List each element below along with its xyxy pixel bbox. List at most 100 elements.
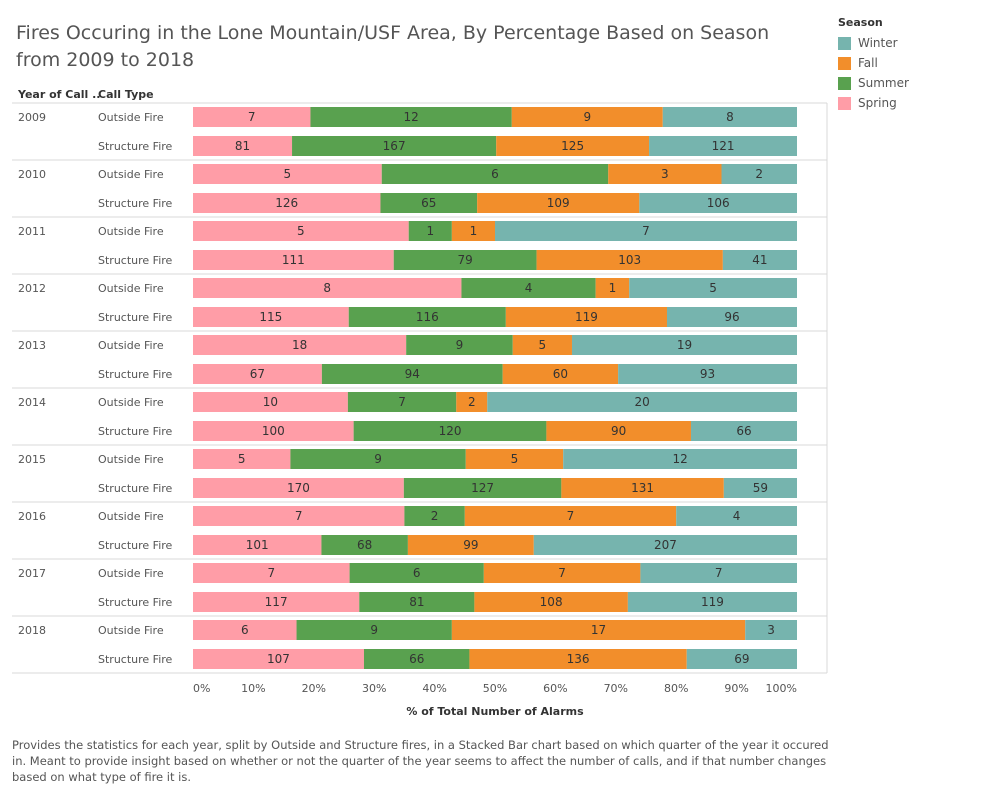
legend-label: Winter [858,36,898,50]
bar-segment-fall[interactable] [477,193,640,213]
bar-segment-fall[interactable] [608,164,722,184]
bar-segment-spring[interactable] [193,278,462,298]
bar-segment-winter[interactable] [690,421,797,441]
bar-segment-summer[interactable] [359,592,475,612]
bar-segment-fall[interactable] [536,250,723,270]
bar-value-label: 8 [323,281,331,295]
bar-value-label: 5 [238,452,246,466]
bar-segment-summer[interactable] [408,221,452,241]
bar-segment-winter[interactable] [639,193,797,213]
bar-segment-fall[interactable] [561,478,724,498]
bar-segment-fall[interactable] [546,421,691,441]
bar-segment-winter[interactable] [533,535,797,555]
bar-value-label: 5 [284,167,292,181]
bar-segment-winter[interactable] [563,449,797,469]
bar-segment-fall[interactable] [505,307,667,327]
bar-segment-summer[interactable] [381,164,609,184]
bar-segment-fall[interactable] [595,278,630,298]
bar-segment-fall[interactable] [496,136,650,156]
bar-segment-winter[interactable] [627,592,797,612]
bar-segment-fall[interactable] [451,620,746,640]
bar-segment-fall[interactable] [464,506,677,526]
call-type-column-header[interactable]: Call Type [98,88,154,101]
bar-segment-spring[interactable] [193,250,394,270]
bar-value-label: 20 [634,395,649,409]
bar-segment-spring[interactable] [193,307,349,327]
bar-segment-spring[interactable] [193,592,360,612]
bar-value-label: 2 [468,395,476,409]
bar-segment-spring[interactable] [193,335,407,355]
bar-segment-spring[interactable] [193,193,381,213]
bar-value-label: 65 [421,196,436,210]
bar-value-label: 121 [712,139,735,153]
bar-segment-spring[interactable] [193,563,350,583]
bar-segment-summer[interactable] [290,449,466,469]
bar-segment-spring[interactable] [193,478,404,498]
bar-segment-winter[interactable] [745,620,797,640]
bar-segment-winter[interactable] [640,563,797,583]
bar-segment-summer[interactable] [321,535,408,555]
bar-segment-summer[interactable] [461,278,596,298]
bar-segment-winter[interactable] [662,107,797,127]
bar-value-label: 6 [241,623,249,637]
legend-item-spring[interactable]: Spring [838,93,909,113]
bar-segment-spring[interactable] [193,620,297,640]
bar-segment-fall[interactable] [511,107,663,127]
bar-segment-spring[interactable] [193,506,405,526]
bar-segment-winter[interactable] [666,307,797,327]
bar-segment-winter[interactable] [629,278,797,298]
legend-swatch-summer [838,76,851,90]
bar-segment-fall[interactable] [469,649,687,669]
bar-segment-summer[interactable] [363,649,470,669]
bar-segment-winter[interactable] [686,649,797,669]
bar-segment-spring[interactable] [193,107,311,127]
bar-value-label: 100 [262,424,285,438]
bar-segment-spring[interactable] [193,649,364,669]
bar-segment-winter[interactable] [571,335,797,355]
bar-segment-fall[interactable] [465,449,564,469]
bar-segment-spring[interactable] [193,392,348,412]
year-column-header[interactable]: Year of Call .. [18,88,101,101]
bar-segment-summer[interactable] [353,421,547,441]
bar-segment-summer[interactable] [380,193,478,213]
bar-segment-spring[interactable] [193,136,293,156]
legend-item-fall[interactable]: Fall [838,53,909,73]
bar-value-label: 99 [463,538,478,552]
bar-segment-spring[interactable] [193,535,322,555]
bar-segment-fall[interactable] [512,335,572,355]
bar-segment-winter[interactable] [723,478,797,498]
bar-segment-winter[interactable] [721,164,798,184]
bar-segment-winter[interactable] [649,136,797,156]
bar-segment-fall[interactable] [502,364,619,384]
bar-segment-winter[interactable] [722,250,797,270]
bar-segment-summer[interactable] [406,335,513,355]
legend-item-summer[interactable]: Summer [838,73,909,93]
bar-segment-summer[interactable] [292,136,497,156]
bar-segment-summer[interactable] [404,506,465,526]
bar-segment-spring[interactable] [193,364,322,384]
bar-segment-fall[interactable] [474,592,628,612]
bar-segment-winter[interactable] [495,221,797,241]
bar-segment-summer[interactable] [347,392,457,412]
bar-segment-winter[interactable] [618,364,797,384]
bar-segment-summer[interactable] [349,563,484,583]
legend-item-winter[interactable]: Winter [838,33,909,53]
bar-segment-summer[interactable] [403,478,562,498]
bar-segment-winter[interactable] [676,506,797,526]
bar-segment-summer[interactable] [393,250,537,270]
bar-segment-spring[interactable] [193,421,354,441]
bar-segment-spring[interactable] [193,449,291,469]
bar-segment-summer[interactable] [296,620,452,640]
bar-segment-winter[interactable] [487,392,797,412]
bar-segment-spring[interactable] [193,164,382,184]
legend-label: Summer [858,76,909,90]
bar-segment-summer[interactable] [310,107,512,127]
bar-segment-fall[interactable] [451,221,495,241]
bar-segment-fall[interactable] [456,392,488,412]
x-tick-label: 80% [664,682,688,695]
bar-segment-fall[interactable] [407,535,534,555]
bar-segment-summer[interactable] [348,307,506,327]
bar-segment-fall[interactable] [483,563,641,583]
bar-segment-summer[interactable] [321,364,503,384]
bar-segment-spring[interactable] [193,221,409,241]
